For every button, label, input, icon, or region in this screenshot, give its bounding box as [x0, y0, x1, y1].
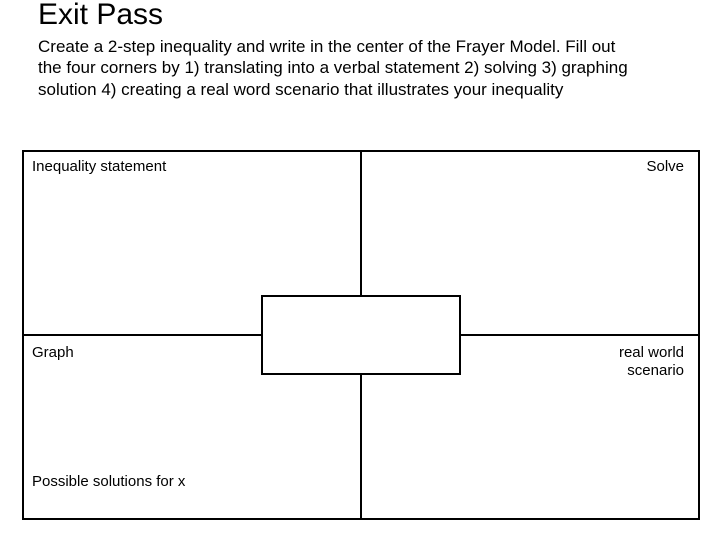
page: Exit Pass Create a 2-step inequality and…: [0, 0, 720, 540]
quadrant-4-line1: real world: [619, 344, 684, 361]
quadrant-1-label: Inequality statement: [32, 158, 166, 175]
instructions-text: Create a 2-step inequality and write in …: [38, 36, 638, 100]
page-title: Exit Pass: [38, 0, 163, 32]
quadrant-3-sublabel: Possible solutions for x: [32, 473, 185, 490]
quadrant-4-label: real world scenario: [619, 344, 684, 380]
center-box: [261, 295, 461, 375]
quadrant-4-line2: scenario: [627, 362, 684, 379]
quadrant-2-label: Solve: [646, 158, 684, 175]
quadrant-3-label: Graph: [32, 344, 74, 361]
frayer-model: Inequality statement Solve Graph Possibl…: [22, 150, 700, 520]
